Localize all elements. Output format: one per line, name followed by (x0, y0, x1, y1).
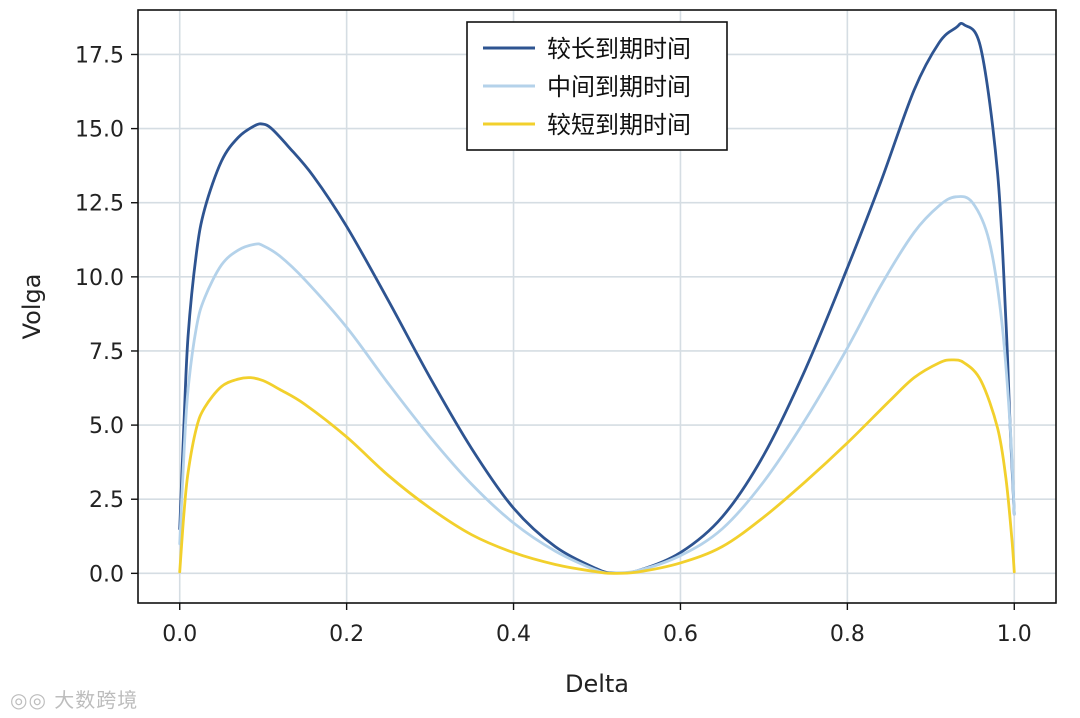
y-tick-label: 17.5 (75, 43, 124, 68)
legend-label: 较长到期时间 (547, 35, 691, 63)
watermark-logo: ◎◎ 大数跨境 (10, 688, 139, 712)
series-line-2 (178, 358, 1016, 575)
legend-label: 中间到期时间 (547, 73, 691, 101)
y-tick-label: 15.0 (75, 118, 124, 143)
y-axis-title: Volga (18, 274, 46, 340)
x-tick-label: 0.2 (329, 622, 364, 647)
x-axis-ticks: 0.0 0.2 0.4 0.6 0.8 1.0 (162, 603, 1032, 647)
x-tick-label: 0.4 (496, 622, 531, 647)
y-tick-label: 7.5 (89, 340, 124, 365)
y-axis-ticks: 0.0 2.5 5.0 7.5 10.0 12.5 15.0 17.5 (75, 43, 138, 587)
y-tick-label: 2.5 (89, 488, 124, 513)
series-line-1 (178, 195, 1016, 575)
x-axis-title: Delta (565, 670, 629, 698)
x-tick-label: 0.8 (830, 622, 865, 647)
x-tick-label: 0.6 (663, 622, 698, 647)
plot-frame (137, 9, 1057, 604)
y-tick-label: 0.0 (89, 562, 124, 587)
y-tick-label: 12.5 (75, 192, 124, 217)
y-tick-label: 5.0 (89, 414, 124, 439)
x-tick-label: 1.0 (997, 622, 1032, 647)
series-lines (178, 22, 1016, 575)
legend-label: 较短到期时间 (547, 111, 691, 139)
y-tick-label: 10.0 (75, 266, 124, 291)
x-tick-label: 0.0 (162, 622, 197, 647)
